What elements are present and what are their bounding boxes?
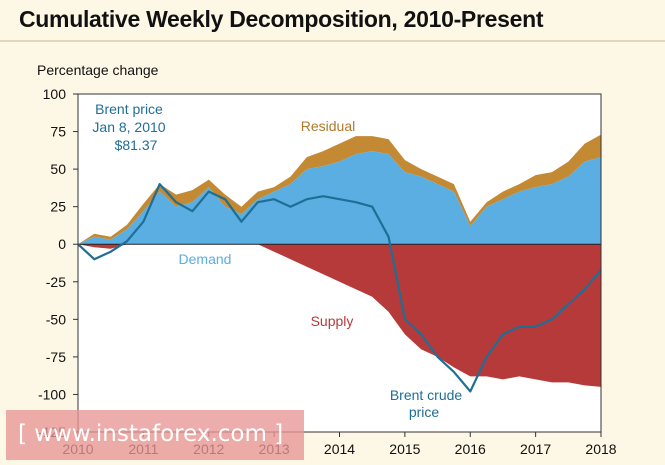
- chart-title: Cumulative Weekly Decomposition, 2010-Pr…: [19, 6, 544, 32]
- annotation-label: Residual: [301, 118, 355, 134]
- y-tick-label: 25: [50, 199, 66, 215]
- x-tick-label: 2015: [389, 441, 420, 457]
- y-tick-label: -100: [38, 386, 66, 402]
- y-axis-label: Percentage change: [37, 62, 159, 78]
- supply-area: [78, 244, 601, 387]
- annotation-label: Demand: [179, 251, 232, 267]
- y-tick-label: 75: [50, 124, 66, 140]
- watermark-banner: [ www.instaforex.com ]: [6, 410, 304, 460]
- annotation-label: Supply: [311, 313, 354, 329]
- title-divider: [0, 40, 665, 42]
- annotation-label: Brent crude: [390, 387, 463, 403]
- brent-price-line: [77, 183, 602, 393]
- y-tick-label: 50: [50, 161, 66, 177]
- y-tick-label: -50: [46, 311, 66, 327]
- x-tick-label: 2017: [520, 441, 551, 457]
- y-tick-label: 100: [43, 86, 67, 102]
- y-tick-label: -75: [46, 349, 66, 365]
- x-tick-label: 2014: [324, 441, 355, 457]
- demand-area: [78, 151, 601, 245]
- watermark-text: [ www.instaforex.com ]: [18, 421, 284, 447]
- annotation-label: Jan 8, 2010: [92, 119, 165, 135]
- annotation-label: Brent price: [95, 101, 163, 117]
- x-tick-label: 2016: [455, 441, 486, 457]
- y-tick-label: 0: [58, 236, 66, 252]
- residual-area: [78, 134, 601, 245]
- annotation-label: $81.37: [115, 137, 158, 153]
- y-tick-label: -25: [46, 274, 66, 290]
- x-tick-label: 2018: [585, 441, 616, 457]
- annotation-label: price: [409, 404, 440, 420]
